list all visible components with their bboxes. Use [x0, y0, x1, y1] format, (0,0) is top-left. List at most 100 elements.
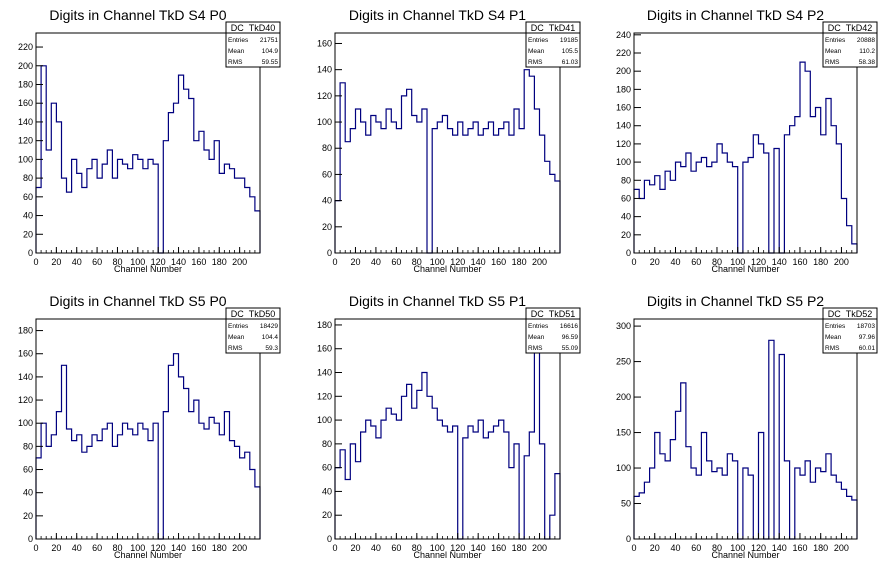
stats-entries-label: Entries	[825, 37, 846, 44]
x-tick-label: 60	[691, 257, 701, 267]
stats-box-frame	[225, 21, 281, 68]
stats-entries-value: 18703	[857, 323, 875, 330]
histogram-panel: 0 20 40 60 80 100 120 140 160 180 200 0 20 40 60 80 100 1…	[18, 293, 281, 560]
y-tick-label: 50	[621, 499, 631, 509]
x-tick-label: 100	[430, 257, 445, 267]
stats-name: DC_TkD50	[231, 309, 276, 319]
y-tick-label: 140	[616, 121, 631, 131]
x-tick-label: 160	[491, 257, 506, 267]
y-tick-label: 0	[327, 248, 332, 258]
x-tick-label: 120	[751, 257, 766, 267]
x-tick-label: 180	[813, 543, 828, 553]
x-tick-label: 100	[430, 543, 445, 553]
stats-box: DC_TkD40 Entries 21751 Mean 104.9 RMS 59.55	[225, 21, 281, 68]
y-tick-label: 120	[616, 139, 631, 149]
x-tick-label: 40	[371, 543, 381, 553]
stats-mean-label: Mean	[825, 48, 842, 55]
y-tick-label: 240	[616, 30, 631, 40]
chart-title: Digits in Channel TkD S5 P2	[647, 293, 824, 309]
stats-mean-label: Mean	[228, 48, 245, 55]
y-tick-label: 120	[18, 136, 33, 146]
stats-rms-value: 59.3	[265, 345, 278, 352]
x-axis-label: Channel Number	[114, 264, 182, 274]
x-tick-label: 80	[412, 543, 422, 553]
stats-entries-label: Entries	[825, 323, 846, 330]
y-tick-label: 60	[621, 193, 631, 203]
x-tick-label: 80	[712, 257, 722, 267]
y-tick-label: 60	[23, 465, 33, 475]
stats-entries-value: 21751	[260, 37, 278, 44]
stats-box-frame	[225, 307, 281, 354]
y-tick-label: 100	[616, 157, 631, 167]
x-tick-label: 40	[72, 257, 82, 267]
y-tick-label: 150	[616, 428, 631, 438]
y-tick-label: 100	[616, 463, 631, 473]
stats-entries-label: Entries	[528, 323, 549, 330]
x-tick-label: 200	[834, 257, 849, 267]
y-tick-label: 80	[322, 439, 332, 449]
stats-box: DC_TkD52 Entries 18703 Mean 97.96 RMS 60.01	[822, 307, 878, 354]
x-tick-label: 20	[350, 257, 360, 267]
histogram-panel: 0 20 40 60 80 100 120 140 160 180 200 0 20 40 60 80 100 1…	[317, 7, 581, 274]
x-axis-label: Channel Number	[711, 550, 779, 560]
x-tick-label: 160	[191, 257, 206, 267]
y-tick-label: 140	[18, 372, 33, 382]
histogram-series	[334, 348, 561, 540]
y-tick-label: 40	[322, 196, 332, 206]
stats-box: DC_TkD41 Entries 19185 Mean 105.5 RMS 61.03	[525, 21, 581, 68]
y-tick-label: 20	[322, 510, 332, 520]
stats-mean-value: 105.5	[562, 48, 579, 55]
y-tick-label: 0	[626, 534, 631, 544]
y-tick-label: 100	[317, 117, 332, 127]
histogram-panel: 0 20 40 60 80 100 120 140 160 180 200 0 20 40 60 80 100 1…	[18, 7, 281, 274]
x-tick-label: 140	[471, 543, 486, 553]
y-tick-label: 220	[18, 42, 33, 52]
x-tick-label: 80	[112, 257, 122, 267]
x-axis-label: Channel Number	[114, 550, 182, 560]
x-axis-label: Channel Number	[413, 264, 481, 274]
y-tick-label: 160	[317, 38, 332, 48]
x-tick-label: 100	[730, 543, 745, 553]
x-tick-label: 180	[512, 257, 527, 267]
x-tick-label: 140	[171, 543, 186, 553]
stats-entries-label: Entries	[228, 323, 249, 330]
x-tick-label: 200	[834, 543, 849, 553]
x-tick-label: 0	[631, 257, 636, 267]
y-tick-label: 40	[322, 486, 332, 496]
x-tick-label: 80	[112, 543, 122, 553]
histogram-panel: 0 20 40 60 80 100 120 140 160 180 200 0 50 100 150 200 2…	[616, 293, 878, 560]
y-tick-label: 100	[317, 415, 332, 425]
stats-box-frame	[822, 307, 878, 354]
y-tick-label: 120	[317, 91, 332, 101]
x-tick-label: 140	[772, 257, 787, 267]
y-tick-label: 20	[23, 511, 33, 521]
y-tick-label: 120	[18, 395, 33, 405]
stats-rms-value: 59.55	[262, 59, 279, 66]
stats-rms-label: RMS	[528, 59, 543, 66]
stats-box: DC_TkD51 Entries 16616 Mean 96.59 RMS 55.09	[525, 307, 581, 354]
x-tick-label: 60	[92, 257, 102, 267]
stats-mean-value: 104.9	[262, 48, 279, 55]
x-tick-label: 180	[813, 257, 828, 267]
x-tick-label: 40	[670, 543, 680, 553]
stats-entries-value: 18429	[260, 323, 278, 330]
stats-rms-label: RMS	[825, 59, 840, 66]
y-tick-label: 0	[626, 248, 631, 258]
y-tick-label: 40	[23, 211, 33, 221]
y-tick-label: 140	[18, 117, 33, 127]
x-tick-label: 140	[171, 257, 186, 267]
y-tick-label: 40	[23, 488, 33, 498]
x-tick-label: 0	[33, 257, 38, 267]
x-tick-label: 60	[92, 543, 102, 553]
stats-name: DC_TkD52	[828, 309, 873, 319]
stats-mean-label: Mean	[228, 334, 245, 341]
x-tick-label: 0	[631, 543, 636, 553]
chart-title: Digits in Channel TkD S4 P0	[49, 7, 226, 23]
stats-mean-label: Mean	[528, 48, 545, 55]
y-tick-label: 40	[621, 212, 631, 222]
y-tick-label: 200	[18, 61, 33, 71]
plot-frame	[633, 32, 858, 254]
x-tick-label: 120	[151, 257, 166, 267]
stats-mean-value: 104.4	[262, 334, 279, 341]
y-tick-label: 300	[616, 321, 631, 331]
